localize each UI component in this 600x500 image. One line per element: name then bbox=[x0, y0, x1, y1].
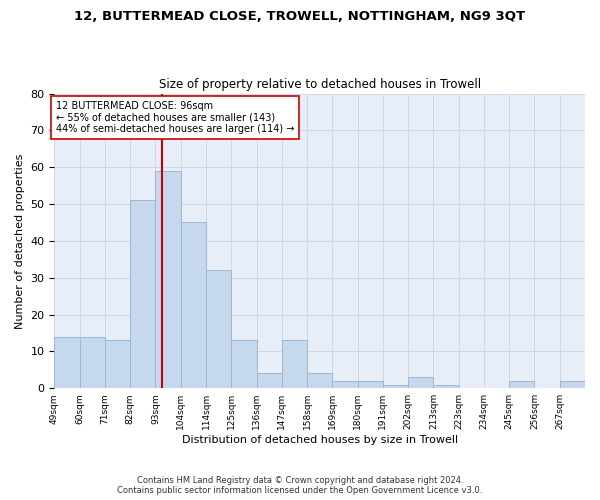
Bar bbox=[55, 336, 80, 388]
Bar bbox=[181, 222, 206, 388]
Bar bbox=[509, 381, 535, 388]
Bar bbox=[307, 374, 332, 388]
Bar bbox=[408, 377, 433, 388]
Y-axis label: Number of detached properties: Number of detached properties bbox=[15, 153, 25, 328]
Bar bbox=[80, 336, 105, 388]
X-axis label: Distribution of detached houses by size in Trowell: Distribution of detached houses by size … bbox=[182, 435, 458, 445]
Bar bbox=[433, 384, 458, 388]
Text: 12 BUTTERMEAD CLOSE: 96sqm
← 55% of detached houses are smaller (143)
44% of sem: 12 BUTTERMEAD CLOSE: 96sqm ← 55% of deta… bbox=[56, 101, 294, 134]
Text: Contains HM Land Registry data © Crown copyright and database right 2024.
Contai: Contains HM Land Registry data © Crown c… bbox=[118, 476, 482, 495]
Bar bbox=[332, 381, 358, 388]
Bar bbox=[155, 171, 181, 388]
Bar bbox=[560, 381, 585, 388]
Bar bbox=[383, 384, 408, 388]
Bar bbox=[130, 200, 155, 388]
Bar bbox=[257, 374, 282, 388]
Bar bbox=[282, 340, 307, 388]
Bar bbox=[231, 340, 257, 388]
Bar bbox=[105, 340, 130, 388]
Title: Size of property relative to detached houses in Trowell: Size of property relative to detached ho… bbox=[158, 78, 481, 91]
Bar bbox=[206, 270, 231, 388]
Text: 12, BUTTERMEAD CLOSE, TROWELL, NOTTINGHAM, NG9 3QT: 12, BUTTERMEAD CLOSE, TROWELL, NOTTINGHA… bbox=[74, 10, 526, 23]
Bar bbox=[358, 381, 383, 388]
